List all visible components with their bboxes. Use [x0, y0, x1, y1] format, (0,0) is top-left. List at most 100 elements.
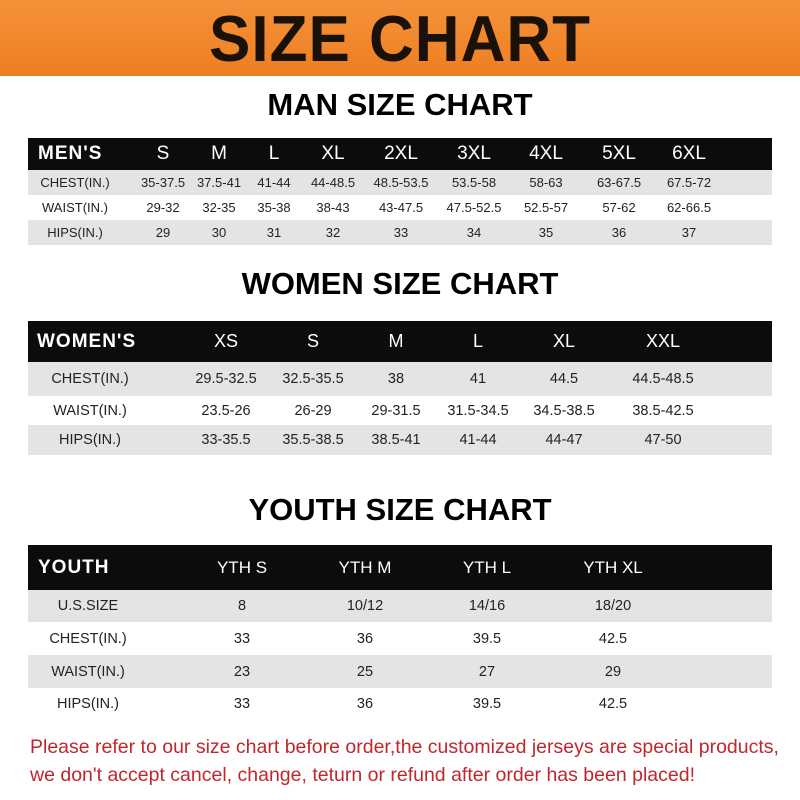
size-value-cell: 29 — [604, 663, 622, 680]
size-value-cell: 67.5-72 — [666, 175, 712, 190]
size-header-s: S — [156, 143, 170, 164]
measurement-label: WAIST(IN.) — [51, 663, 125, 680]
table-row-waist-in: WAIST(IN.) 23.5-26 26-29 29-31.5 31.5-34.5 34… — [28, 396, 772, 425]
size-header-3xl: 3XL — [457, 143, 491, 164]
size-value-cell: 47.5-52.5 — [446, 200, 502, 215]
measurement-label: CHEST(IN.) — [49, 630, 127, 647]
size-header-yth-xl: YTH XL — [583, 557, 643, 577]
table-row-u-s-size: U.S.SIZE 8 10/12 14/16 18/20 — [28, 590, 772, 622]
size-value-cell: 53.5-58 — [451, 175, 497, 190]
table-row-chest-in: CHEST(IN.) 29.5-32.5 32.5-35.5 38 41 44.5 44.5… — [28, 362, 772, 396]
size-value-cell: 37 — [681, 225, 697, 240]
size-value-cell: 18/20 — [594, 598, 632, 614]
size-header-s: S — [306, 331, 320, 351]
size-header-xl: XL — [321, 143, 345, 164]
size-header-5xl: 5XL — [602, 143, 636, 164]
size-value-cell: 23 — [233, 663, 251, 680]
men-section-title: MAN SIZE CHART — [267, 87, 533, 122]
size-value-cell: 42.5 — [598, 630, 628, 647]
size-value-cell: 44.5 — [549, 371, 579, 387]
size-value-cell: 63-67.5 — [596, 175, 642, 190]
table-row-chest-in: CHEST(IN.) 35-37.5 37.5-41 41-44 44-48.5 48.5… — [28, 170, 772, 195]
size-value-cell: 34.5-38.5 — [533, 402, 595, 419]
youth-header-row: YOUTH YTH S YTH M YTH L YTH XL — [28, 545, 772, 590]
size-value-cell: 44.5-48.5 — [632, 371, 694, 387]
measurement-label: WAIST(IN.) — [53, 402, 127, 419]
size-value-cell: 29-32 — [146, 200, 180, 215]
size-value-cell: 32.5-35.5 — [282, 371, 344, 387]
size-header-xl: XL — [552, 331, 576, 351]
size-value-cell: 41-44 — [459, 432, 497, 448]
size-value-cell: 38.5-42.5 — [632, 402, 694, 419]
size-value-cell: 33 — [233, 630, 251, 647]
size-value-cell: 39.5 — [472, 630, 502, 647]
women-header-label: WOMEN'S — [37, 330, 137, 352]
size-value-cell: 29-31.5 — [371, 402, 421, 419]
table-row-waist-in: WAIST(IN.) 29-32 32-35 35-38 38-43 43-47.5 47.… — [28, 195, 772, 220]
size-value-cell: 33 — [233, 696, 251, 712]
measurement-label: CHEST(IN.) — [51, 371, 129, 387]
size-value-cell: 30 — [211, 225, 227, 240]
youth-size-table: YOUTH YTH S YTH M YTH L YTH XL U.S.SIZE 8 10/12… — [28, 545, 772, 720]
size-header-yth-l: YTH L — [462, 557, 512, 577]
size-value-cell: 29 — [155, 225, 171, 240]
size-value-cell: 52.5-57 — [523, 200, 569, 215]
youth-section-title: YOUTH SIZE CHART — [248, 492, 552, 527]
size-value-cell: 33 — [393, 225, 409, 240]
size-value-cell: 14/16 — [468, 598, 506, 614]
size-header-2xl: 2XL — [384, 143, 418, 164]
women-header-row: WOMEN'S XS S M L XL XXL — [28, 321, 772, 362]
size-chart-banner: SIZE CHART — [0, 0, 800, 76]
table-row-waist-in: WAIST(IN.) 23 25 27 29 — [28, 655, 772, 688]
size-value-cell: 36 — [611, 225, 627, 240]
men-header-label: MEN'S — [38, 143, 103, 164]
size-value-cell: 31 — [266, 225, 282, 240]
women-section-title: WOMEN SIZE CHART — [241, 266, 559, 301]
table-row-hips-in: HIPS(IN.) 33 36 39.5 42.5 — [28, 688, 772, 720]
size-value-cell: 10/12 — [346, 598, 384, 614]
notice-line-1: Please refer to our size chart before or… — [30, 736, 779, 758]
measurement-label: HIPS(IN.) — [58, 432, 122, 448]
size-value-cell: 35 — [538, 225, 554, 240]
size-value-cell: 25 — [356, 663, 374, 680]
size-value-cell: 34 — [466, 225, 482, 240]
size-value-cell: 29.5-32.5 — [195, 371, 257, 387]
size-header-xs: XS — [213, 331, 239, 351]
size-value-cell: 36 — [356, 696, 374, 712]
size-header-m: M — [388, 331, 404, 351]
size-header-yth-m: YTH M — [338, 557, 392, 577]
size-value-cell: 35.5-38.5 — [282, 432, 344, 448]
size-value-cell: 44-48.5 — [310, 175, 356, 190]
size-value-cell: 39.5 — [472, 696, 502, 712]
measurement-label: U.S.SIZE — [57, 598, 119, 614]
size-value-cell: 38 — [387, 371, 405, 387]
size-header-xxl: XXL — [645, 331, 681, 351]
size-value-cell: 32-35 — [202, 200, 236, 215]
size-value-cell: 27 — [478, 663, 496, 680]
size-value-cell: 36 — [356, 630, 374, 647]
men-header-row: MEN'S S M L XL 2XL 3XL 4XL 5XL 6XL — [28, 138, 772, 170]
size-value-cell: 42.5 — [598, 696, 628, 712]
banner-title: SIZE CHART — [209, 3, 591, 76]
size-value-cell: 47-50 — [644, 432, 682, 448]
size-value-cell: 35-37.5 — [140, 175, 186, 190]
table-row-chest-in: CHEST(IN.) 33 36 39.5 42.5 — [28, 622, 772, 655]
measurement-label: CHEST(IN.) — [40, 175, 110, 190]
size-value-cell: 58-63 — [529, 175, 563, 190]
measurement-label: HIPS(IN.) — [47, 225, 103, 240]
measurement-label: HIPS(IN.) — [56, 696, 120, 712]
size-header-4xl: 4XL — [529, 143, 563, 164]
size-value-cell: 26-29 — [294, 402, 332, 419]
measurement-label: WAIST(IN.) — [42, 200, 108, 215]
size-value-cell: 48.5-53.5 — [373, 175, 429, 190]
size-value-cell: 35-38 — [257, 200, 291, 215]
size-value-cell: 57-62 — [602, 200, 636, 215]
size-value-cell: 8 — [237, 598, 247, 614]
size-value-cell: 37.5-41 — [196, 175, 242, 190]
notice-line-2: we don't accept cancel, change, teturn o… — [30, 764, 695, 786]
size-value-cell: 23.5-26 — [201, 402, 251, 419]
women-size-table: WOMEN'S XS S M L XL XXL CHEST(IN.) 29.5-32.5 32.5… — [28, 321, 772, 455]
size-value-cell: 62-66.5 — [666, 200, 712, 215]
table-row-hips-in: HIPS(IN.) 29 30 31 32 33 34 35 36 37 — [28, 220, 772, 245]
size-value-cell: 33-35.5 — [201, 432, 251, 448]
